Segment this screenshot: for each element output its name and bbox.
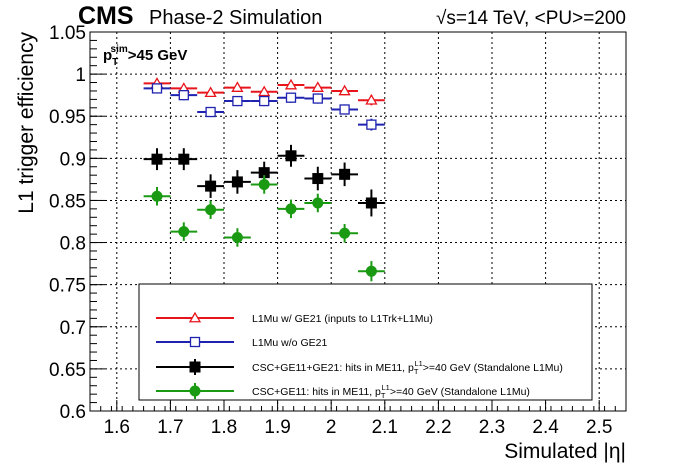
- data-point: [258, 85, 271, 97]
- legend-entry-red: L1Mu w/ GE21 (inputs to L1Trk+L1Mu): [156, 311, 433, 325]
- x-axis-title: Simulated |η|: [504, 440, 626, 463]
- y-tick-label: 0.7: [60, 318, 86, 339]
- data-point: [285, 203, 297, 215]
- x-tick-label: 2: [326, 417, 337, 438]
- x-tick-label: 2.3: [479, 417, 505, 438]
- data-point: [339, 104, 350, 115]
- data-point: [312, 197, 324, 209]
- data-point: [284, 78, 298, 90]
- y-tick-label: 0.6: [60, 402, 86, 423]
- legend-label: CSC+GE11: hits in ME11, pTL1>=40 GeV (St…: [252, 383, 530, 400]
- data-point: [312, 93, 323, 104]
- data-point: [178, 90, 189, 101]
- y-tick-label: 1: [75, 65, 86, 86]
- legend: L1Mu w/ GE21 (inputs to L1Trk+L1Mu) L1Mu …: [156, 311, 563, 400]
- data-point: [205, 204, 217, 216]
- x-tick-label: 2.4: [532, 417, 559, 438]
- y-tick-label: 0.9: [60, 149, 86, 170]
- data-point: [285, 150, 297, 162]
- x-tick-label: 2.2: [425, 417, 451, 438]
- data-point: [339, 227, 351, 239]
- legend-label: L1Mu w/o GE21: [252, 337, 327, 349]
- x-tick-label: 1.8: [211, 417, 237, 438]
- data-point: [231, 81, 244, 92]
- data-point: [232, 95, 243, 107]
- series-blue: [143, 83, 385, 131]
- legend-marker: [188, 311, 202, 323]
- data-point: [365, 93, 378, 105]
- data-point: [259, 95, 270, 107]
- data-point: [205, 180, 217, 192]
- y-tick-label: 0.8: [60, 234, 86, 255]
- x-tick-label: 2.5: [586, 417, 612, 438]
- x-tick-label: 1.6: [104, 417, 130, 438]
- data-point: [178, 153, 190, 165]
- legend-entry-blue: L1Mu w/o GE21: [156, 336, 327, 349]
- x-tick-label: 1.7: [157, 417, 183, 438]
- y-tick-label: 0.85: [49, 191, 86, 212]
- data-point: [231, 176, 243, 188]
- data-point: [178, 226, 190, 238]
- legend-marker: [189, 361, 201, 373]
- data-point: [258, 178, 270, 190]
- data-point: [151, 190, 163, 202]
- legend-label: L1Mu w/ GE21 (inputs to L1Trk+L1Mu): [252, 313, 433, 325]
- data-series: [143, 77, 385, 282]
- y-tick-label: 1.05: [49, 23, 86, 44]
- data-point: [151, 153, 163, 165]
- data-point: [151, 83, 163, 94]
- pt-cut-rest: >45 GeV: [128, 47, 188, 64]
- data-point: [338, 84, 351, 96]
- data-point: [205, 106, 216, 118]
- data-point: [339, 168, 351, 180]
- pt-cut-label: pTsim>45 GeV: [103, 44, 187, 68]
- data-point: [204, 86, 217, 98]
- x-tick-label: 2.1: [372, 417, 398, 438]
- series-green: [143, 175, 385, 282]
- series-black: [143, 144, 385, 217]
- axis-ticks: 1.6 1.7 1.8 1.9 2 2.1 2.2 2.3 2.4 2.5 0.6 0.65 0.7 0.…: [49, 23, 627, 438]
- data-point: [285, 92, 297, 103]
- x-tick-label: 1.9: [264, 417, 290, 438]
- legend-marker: [189, 336, 201, 348]
- legend-marker: [189, 385, 201, 397]
- data-point: [231, 232, 243, 244]
- legend-label: CSC+GE11+GE21: hits in ME11, pTL1>=40 Ge…: [252, 359, 563, 376]
- y-tick-label: 0.65: [49, 360, 86, 381]
- plot-frame: [89, 31, 627, 412]
- series-red: [143, 77, 385, 106]
- data-point: [365, 197, 377, 209]
- legend-entry-black: CSC+GE11+GE21: hits in ME11, pTL1>=40 Ge…: [156, 359, 563, 376]
- legend-entry-green: CSC+GE11: hits in ME11, pTL1>=40 GeV (St…: [156, 383, 530, 400]
- y-tick-label: 0.95: [49, 107, 86, 128]
- cms-label: CMS: [78, 2, 134, 30]
- data-point: [311, 81, 324, 92]
- pt-cut-main: p: [103, 47, 112, 64]
- y-axis-title: L1 trigger efficiency: [15, 32, 38, 214]
- simulation-label: Phase-2 Simulation: [149, 7, 322, 29]
- pt-cut-sub: T: [112, 57, 118, 68]
- y-tick-label: 0.75: [49, 276, 86, 297]
- pt-cut-sup: sim: [111, 44, 128, 55]
- data-point: [365, 265, 377, 277]
- data-point: [312, 173, 324, 185]
- data-point: [366, 119, 377, 130]
- energy-label: √s=14 TeV, <PU>=200: [436, 8, 626, 29]
